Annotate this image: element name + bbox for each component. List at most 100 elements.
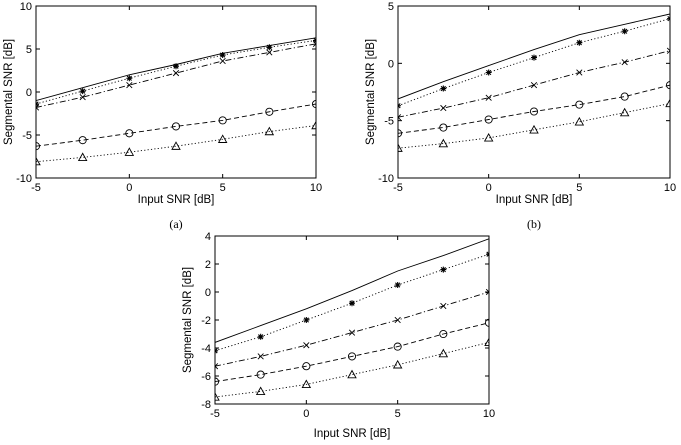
data-point-circle (620, 92, 629, 101)
x-tick-label: 0 (486, 182, 492, 194)
x-tick-label: 5 (220, 182, 226, 194)
data-point-star (576, 39, 583, 46)
data-point-cross (79, 94, 86, 101)
y-tick-label: 0 (205, 287, 211, 299)
x-tick-label: 5 (576, 182, 582, 194)
data-point-circle (78, 136, 87, 145)
data-point-triangle (171, 141, 181, 150)
data-point-circle (439, 123, 448, 132)
data-point-triangle (392, 359, 403, 369)
data-point-circle (256, 370, 265, 379)
data-point-circle (302, 362, 311, 371)
series-line-triangle (36, 125, 316, 163)
series-line-circle (398, 84, 670, 134)
data-point-star (313, 37, 316, 44)
data-point-cross (215, 363, 219, 370)
data-point-circle (125, 129, 134, 138)
data-point-circle (575, 100, 584, 109)
plot-frame (397, 5, 671, 179)
data-point-star (440, 85, 447, 92)
series-line-star (398, 18, 670, 107)
y-tick-label: 10 (20, 1, 32, 13)
data-point-star (531, 54, 537, 61)
data-point-circle (347, 352, 357, 361)
series-line-solid (215, 238, 489, 343)
data-point-star (486, 251, 489, 258)
data-point-cross (485, 288, 489, 296)
data-point-star (667, 15, 670, 22)
series-line-cross (398, 50, 670, 118)
y-tick-label: -5 (22, 130, 32, 142)
data-point-circle (529, 107, 539, 116)
data-point-cross (312, 40, 316, 47)
data-point-circle (484, 115, 493, 124)
data-point-circle (311, 99, 316, 109)
data-point-triangle (311, 120, 316, 130)
y-tick-label: -4 (201, 343, 211, 355)
series-group (215, 238, 489, 401)
data-point-triangle (438, 138, 449, 148)
y-tick-label: 4 (205, 231, 211, 243)
data-point-cross (348, 329, 356, 336)
chart-c: -5 0 5 10 -8 -6 -4 -2 0 2 4 Input SNR [dB] Segmental… (182, 231, 495, 440)
data-point-star (257, 333, 264, 340)
x-tick-label: -5 (31, 182, 41, 194)
y-axis-label: Segmental SNR [dB] (3, 39, 15, 145)
data-point-star (394, 282, 401, 288)
y-tick-label: 2 (205, 259, 211, 271)
data-point-cross (219, 57, 226, 65)
data-point-cross (172, 69, 180, 77)
data-point-circle (218, 116, 227, 125)
data-point-cross (530, 82, 538, 89)
data-point-circle (393, 342, 402, 351)
data-point-cross (257, 353, 264, 360)
data-point-triangle (398, 143, 403, 152)
data-point-triangle (255, 386, 266, 396)
x-tick-label: 5 (395, 408, 401, 420)
x-tick-label: 0 (126, 182, 132, 194)
data-point-triangle (215, 392, 220, 401)
x-tick-label: 10 (483, 408, 495, 420)
data-point-cross (621, 59, 628, 66)
series-group (398, 13, 670, 152)
data-point-cross (485, 94, 492, 101)
x-tick-label: -5 (210, 408, 220, 420)
data-point-triangle (665, 98, 670, 108)
data-point-star (219, 52, 226, 59)
series-line-cross (36, 43, 316, 108)
data-point-circle (484, 318, 489, 327)
series-line-solid (398, 13, 670, 100)
data-point-cross (440, 104, 447, 112)
data-point-star (621, 28, 628, 35)
data-point-cross (666, 47, 670, 54)
data-point-cross (303, 342, 310, 349)
y-tick-label: -6 (201, 371, 211, 383)
data-point-star (349, 300, 355, 307)
x-axis-label: Input SNR [dB] (138, 194, 215, 206)
panel-label: (b) (527, 217, 541, 231)
data-point-cross (394, 316, 401, 324)
data-point-star (398, 102, 401, 109)
y-tick-label: -5 (384, 116, 394, 128)
data-point-circle (265, 107, 274, 116)
data-point-circle (439, 329, 448, 339)
y-tick-label: -10 (378, 173, 394, 185)
y-tick-label: -8 (201, 399, 211, 411)
series-line-circle (36, 103, 316, 147)
plot-frame (35, 5, 317, 179)
series-line-circle (215, 322, 489, 383)
data-point-circle (398, 129, 403, 138)
data-point-cross (36, 104, 40, 111)
data-point-triangle (438, 348, 449, 358)
plot-frame (214, 235, 490, 405)
data-point-circle (36, 142, 41, 151)
data-point-cross (126, 82, 133, 89)
data-point-star (79, 88, 86, 95)
data-point-triangle (124, 147, 135, 156)
y-tick-label: 0 (388, 58, 394, 70)
y-tick-label: 5 (388, 1, 394, 13)
data-point-circle (215, 377, 220, 386)
data-point-triangle (77, 152, 88, 162)
series-line-star (36, 39, 316, 105)
